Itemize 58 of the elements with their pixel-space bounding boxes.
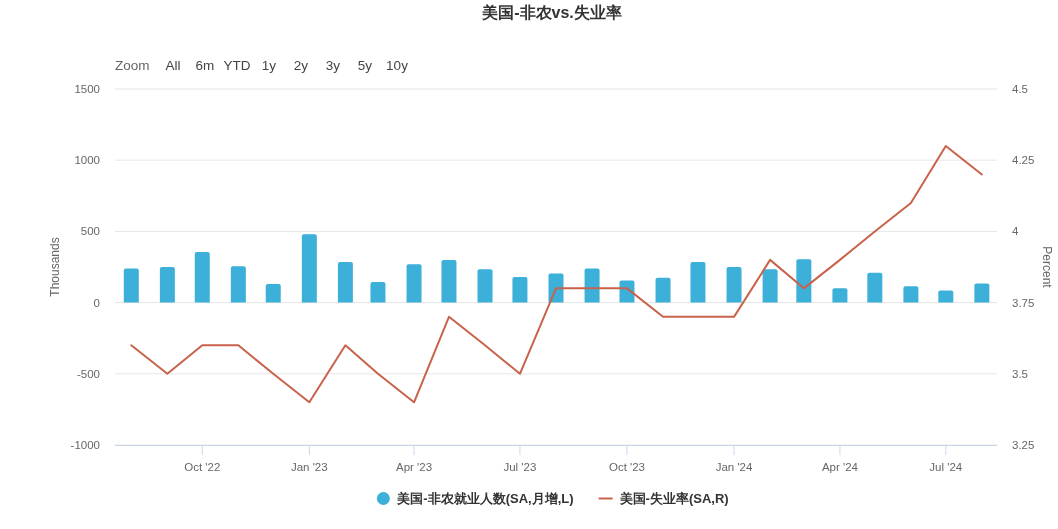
y-tick-label: -1000 xyxy=(70,439,100,451)
text: 10y xyxy=(386,58,409,73)
bar xyxy=(655,277,671,303)
bar xyxy=(690,262,706,303)
bar xyxy=(974,283,990,303)
bar xyxy=(406,264,422,303)
bar xyxy=(230,266,246,303)
bar xyxy=(903,286,919,303)
bar xyxy=(123,268,139,303)
chart-title: 美国-非农vs.失业率 xyxy=(481,3,622,21)
y-tick-label: 1000 xyxy=(74,154,100,167)
legend-label: 美国-失业率(SA,R) xyxy=(618,491,729,506)
bar xyxy=(762,269,778,303)
bar xyxy=(370,281,386,303)
bar xyxy=(512,276,528,303)
y-tick-label: 1500 xyxy=(74,83,100,95)
y2-axis-title: Percent xyxy=(1040,246,1054,289)
x-tick-label: Jul '24 xyxy=(929,461,963,473)
text: YTD xyxy=(223,58,251,73)
bar xyxy=(796,259,812,303)
bar xyxy=(301,234,317,303)
x-tick-label: Apr '24 xyxy=(821,461,859,473)
y-tick-label: 0 xyxy=(93,296,100,309)
x-tick-label: Jan '23 xyxy=(290,461,328,473)
y-axis-title: Thousands xyxy=(48,237,62,297)
x-tick-label: Jul '23 xyxy=(503,461,537,473)
bar xyxy=(584,268,600,303)
y2-tick-label: 3.75 xyxy=(1012,296,1035,309)
y-tick-label: 500 xyxy=(80,225,100,238)
text: 3y xyxy=(325,58,341,73)
y-tick-label: -500 xyxy=(76,367,100,380)
bar xyxy=(726,267,742,303)
bar xyxy=(337,262,353,303)
x-tick-label: Oct '22 xyxy=(184,461,221,473)
line-series xyxy=(130,144,983,404)
text: 6m xyxy=(195,58,215,73)
text: Zoom xyxy=(115,58,150,73)
text: 1y xyxy=(261,58,277,73)
legend-label: 美国-非农就业人数(SA,月增,L) xyxy=(396,491,574,506)
bar xyxy=(194,252,210,303)
bar xyxy=(938,290,954,303)
y2-tick-label: 3.25 xyxy=(1012,439,1035,451)
y2-tick-label: 3.5 xyxy=(1012,367,1028,380)
text: 5y xyxy=(357,58,373,73)
x-tick-label: Apr '23 xyxy=(396,461,433,473)
text: All xyxy=(165,58,181,73)
bar xyxy=(832,288,848,303)
bar xyxy=(159,267,175,303)
x-tick-label: Jan '24 xyxy=(715,461,753,473)
y2-tick-label: 4.5 xyxy=(1012,83,1028,95)
bar xyxy=(441,259,457,303)
bar xyxy=(477,269,493,303)
y2-tick-label: 4 xyxy=(1012,225,1019,238)
text: 2y xyxy=(293,58,309,73)
bar xyxy=(867,272,883,303)
bar xyxy=(265,284,281,303)
x-tick-label: Oct '23 xyxy=(608,461,646,473)
y2-tick-label: 4.25 xyxy=(1012,154,1035,167)
